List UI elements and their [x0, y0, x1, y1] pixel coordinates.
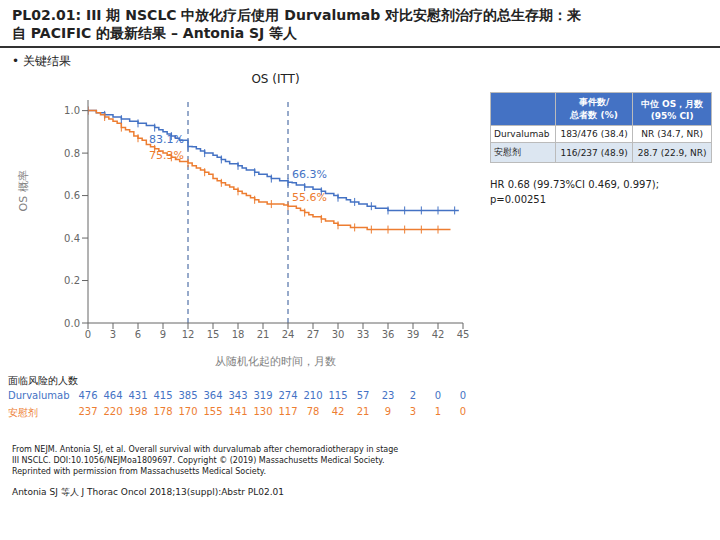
html-text:274: 274 — [278, 390, 298, 401]
svg-text:0.0: 0.0 — [64, 318, 80, 329]
svg-text:21: 21 — [257, 329, 270, 340]
html-text:198: 198 — [128, 406, 148, 417]
html-text:3: 3 — [409, 406, 417, 417]
svg-text:0.4: 0.4 — [64, 233, 80, 244]
svg-text:0.2: 0.2 — [64, 275, 80, 286]
html-text:1: 1 — [434, 406, 442, 417]
html-text:155: 155 — [203, 406, 223, 417]
html-text:Reprinted with permission from: Reprinted with permission from Massachus… — [12, 467, 266, 476]
html-text:319: 319 — [253, 390, 273, 401]
html-text:170: 170 — [178, 406, 198, 417]
svg-text:0.6: 0.6 — [64, 190, 80, 201]
html-text:面临风险的人数: 面临风险的人数 — [8, 375, 78, 386]
html-text:431: 431 — [128, 390, 148, 401]
svg-text:75.3%: 75.3% — [149, 149, 184, 162]
html-text:2: 2 — [409, 390, 417, 401]
svg-text:36: 36 — [382, 329, 395, 340]
svg-text:0: 0 — [85, 329, 91, 340]
html-text:0: 0 — [459, 390, 467, 401]
html-text:PL02.01: III 期 NSCLC 中放化疗后使用 D: PL02.01: III 期 NSCLC 中放化疗后使用 Durvalumab … — [12, 7, 582, 23]
html-text:343: 343 — [228, 390, 248, 401]
html-text:OS (ITT): OS (ITT) — [251, 72, 300, 86]
html-text:Durvalumab: Durvalumab — [494, 129, 550, 139]
html-text:385: 385 — [178, 390, 198, 401]
html-text:安慰剂: 安慰剂 — [8, 407, 38, 418]
html-text:57: 57 — [356, 390, 370, 401]
svg-text:55.6%: 55.6% — [292, 191, 327, 204]
svg-text:27: 27 — [307, 329, 320, 340]
html-text:364: 364 — [203, 390, 223, 401]
svg-text:0.8: 0.8 — [64, 148, 80, 159]
html-text:9: 9 — [384, 406, 392, 417]
svg-text:66.3%: 66.3% — [292, 168, 327, 181]
html-text:0: 0 — [459, 406, 467, 417]
html-text:Durvalumab: Durvalumab — [8, 390, 70, 401]
html-text:HR 0.68 (99.73%CI 0.469, 0.997: HR 0.68 (99.73%CI 0.469, 0.997); — [490, 179, 660, 190]
html-text:Antonia SJ 等人 J Thorac Oncol 2: Antonia SJ 等人 J Thorac Oncol 2018;13(sup… — [12, 487, 284, 497]
html-text:28.7 (22.9, NR): 28.7 (22.9, NR) — [637, 147, 707, 158]
svg-text:39: 39 — [407, 329, 420, 340]
html-text:21: 21 — [356, 406, 370, 417]
html-text:415: 415 — [153, 390, 173, 401]
html-text:130: 130 — [253, 406, 273, 417]
html-text:178: 178 — [153, 406, 173, 417]
svg-text:3: 3 — [110, 329, 116, 340]
html-text:p=0.00251: p=0.00251 — [490, 194, 547, 205]
html-text:安慰剂: 安慰剂 — [494, 147, 521, 157]
svg-text:30: 30 — [332, 329, 345, 340]
html-text:183/476 (38.4): 183/476 (38.4) — [560, 129, 628, 139]
html-text:NR (34.7, NR): NR (34.7, NR) — [641, 129, 703, 139]
svg-text:42: 42 — [432, 329, 445, 340]
html-text:事件数/ 总者数 (%): 事件数/ 总者数 (%) — [570, 97, 618, 120]
html-text:III NSCLC. DOI:10.1056/NEJMoa1: III NSCLC. DOI:10.1056/NEJMoa1809697. Co… — [12, 456, 385, 465]
svg-text:83.1%: 83.1% — [149, 133, 184, 146]
html-text:464: 464 — [103, 390, 123, 401]
svg-text:6: 6 — [135, 329, 141, 340]
html-text:476: 476 — [78, 390, 98, 401]
html-text:42: 42 — [331, 406, 345, 417]
html-text:自 PACIFIC 的最新结果 – Antonia SJ 等: 自 PACIFIC 的最新结果 – Antonia SJ 等人 — [12, 25, 298, 41]
html-text:115: 115 — [328, 390, 348, 401]
svg-text:12: 12 — [182, 329, 195, 340]
html-text:23: 23 — [381, 390, 395, 401]
html-text:0: 0 — [434, 390, 442, 401]
html-text:116/237 (48.9): 116/237 (48.9) — [560, 147, 628, 158]
svg-text:24: 24 — [282, 329, 295, 340]
svg-text:18: 18 — [232, 329, 245, 340]
html-text:From NEJM. Antonia SJ, et al.: From NEJM. Antonia SJ, et al. Overall su… — [12, 445, 399, 454]
svg-text:9: 9 — [160, 329, 166, 340]
html-text:• 关键结果: • 关键结果 — [12, 54, 71, 68]
html-text:210: 210 — [303, 390, 323, 401]
svg-text:33: 33 — [357, 329, 370, 340]
html-text:78: 78 — [306, 406, 320, 417]
svg-text:15: 15 — [207, 329, 220, 340]
html-text:141: 141 — [228, 406, 248, 417]
html-text:237: 237 — [78, 406, 98, 417]
html-text:中位 OS，月数 (95% CI): 中位 OS，月数 (95% CI) — [641, 98, 704, 121]
svg-text:从随机化起的时间，月数: 从随机化起的时间，月数 — [215, 355, 336, 368]
html-text:220: 220 — [103, 406, 123, 417]
svg-text:OS 概率: OS 概率 — [17, 170, 30, 211]
html-text:117: 117 — [278, 406, 298, 417]
svg-text:1.0: 1.0 — [64, 105, 80, 116]
svg-text:45: 45 — [457, 329, 470, 340]
